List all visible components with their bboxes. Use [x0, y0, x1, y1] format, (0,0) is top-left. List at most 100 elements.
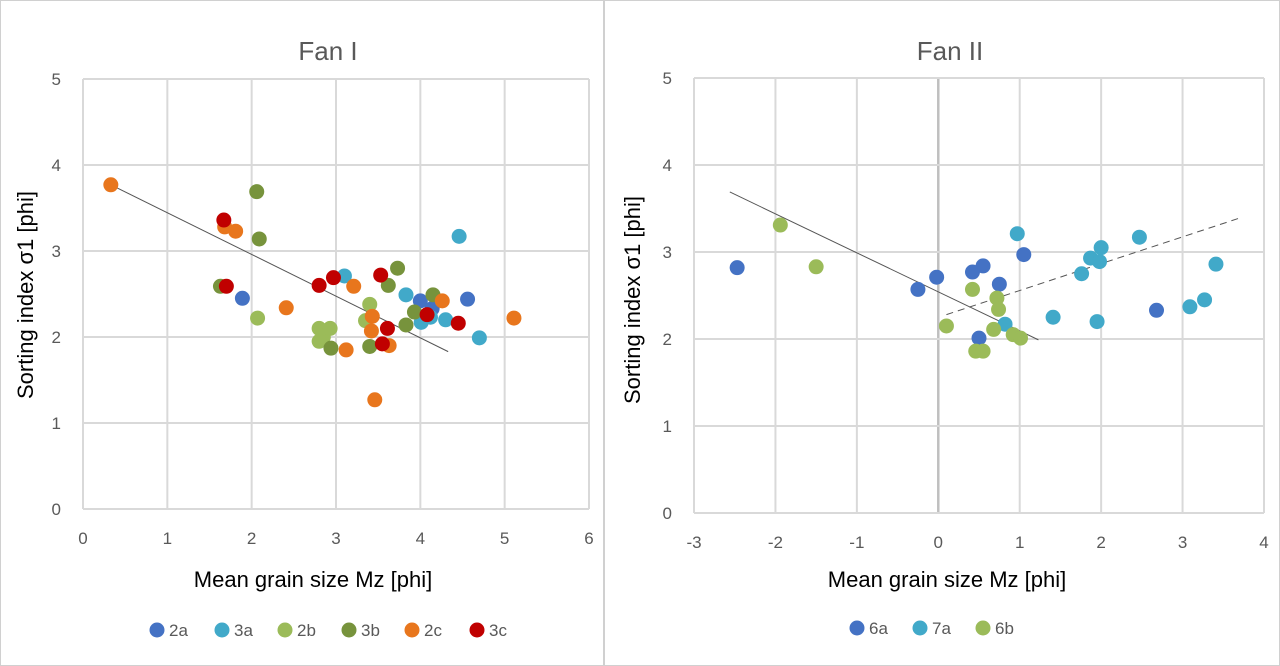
data-point: [986, 321, 1002, 337]
y-tick-label: 5: [663, 69, 672, 88]
data-point: [1016, 247, 1032, 263]
legend-label: 2c: [424, 621, 442, 640]
data-point: [218, 278, 234, 294]
legend-label: 3b: [361, 621, 380, 640]
data-point: [938, 318, 954, 334]
x-tick-label: -3: [686, 533, 701, 552]
y-tick-label: 5: [52, 70, 61, 89]
x-tick-label: 5: [500, 529, 509, 548]
data-point: [216, 212, 232, 228]
data-point: [390, 260, 406, 276]
data-point: [438, 312, 454, 328]
x-tick-label: 1: [163, 529, 172, 548]
data-point: [251, 231, 267, 247]
data-point: [991, 301, 1007, 317]
x-tick-label: 1: [1015, 533, 1024, 552]
x-tick-label: 0: [78, 529, 87, 548]
legend-label: 2a: [169, 621, 188, 640]
x-tick-label: 3: [1178, 533, 1187, 552]
y-tick-label: 4: [663, 156, 672, 175]
gridlines: [693, 77, 1265, 514]
data-point: [322, 320, 338, 336]
data-point: [103, 177, 119, 193]
data-point: [1208, 256, 1224, 272]
data-point: [1182, 299, 1198, 315]
data-point: [808, 259, 824, 275]
data-point: [772, 217, 788, 233]
data-point: [311, 277, 327, 293]
y-tick-label: 1: [52, 414, 61, 433]
legend-item-2a: 2a: [149, 621, 188, 640]
legend-marker: [849, 620, 865, 636]
data-point: [971, 330, 987, 346]
trendline-solid: [729, 191, 1039, 341]
data-point: [1092, 254, 1108, 270]
legend-item-6a: 6a: [849, 619, 888, 638]
legend-marker: [404, 622, 420, 638]
legend-label: 6b: [995, 619, 1014, 638]
data-point: [729, 260, 745, 276]
x-tick-label: -2: [768, 533, 783, 552]
data-point: [228, 223, 244, 239]
data-point: [362, 338, 378, 354]
y-tick-label: 3: [663, 243, 672, 262]
legend-marker: [341, 622, 357, 638]
data-point: [460, 291, 476, 307]
data-point: [451, 228, 467, 244]
data-point: [1131, 229, 1147, 245]
legend-marker: [975, 620, 991, 636]
data-point: [311, 333, 327, 349]
data-point: [1013, 330, 1029, 346]
legend-marker: [214, 622, 230, 638]
data-point: [991, 276, 1007, 292]
x-tick-label: -1: [849, 533, 864, 552]
y-axis-label: Sorting index σ1 [phi]: [13, 191, 38, 399]
series-3c: [216, 212, 466, 352]
x-axis-label: Mean grain size Mz [phi]: [194, 567, 432, 592]
chart-title: Fan I: [298, 36, 357, 66]
data-point: [975, 343, 991, 359]
y-tick-label: 4: [52, 156, 61, 175]
x-axis-label: Mean grain size Mz [phi]: [828, 567, 1066, 592]
data-point: [1074, 266, 1090, 282]
data-point: [419, 307, 435, 323]
data-point: [364, 308, 380, 324]
data-point: [373, 267, 389, 283]
y-tick-label: 0: [663, 504, 672, 523]
series-2b: [250, 296, 378, 349]
legend-item-3a: 3a: [214, 621, 253, 640]
x-tick-label: 2: [247, 529, 256, 548]
x-tick-label: 3: [331, 529, 340, 548]
x-tick-label: 4: [416, 529, 425, 548]
legend-marker: [277, 622, 293, 638]
data-point: [1149, 302, 1165, 318]
data-point: [910, 281, 926, 297]
x-tick-label: 0: [934, 533, 943, 552]
chart-title: Fan II: [917, 36, 983, 66]
data-point: [1045, 309, 1061, 325]
y-tick-label: 2: [663, 330, 672, 349]
legend-label: 2b: [297, 621, 316, 640]
data-point: [325, 270, 341, 286]
y-tick-label: 2: [52, 328, 61, 347]
data-point: [380, 277, 396, 293]
data-point: [1197, 292, 1213, 308]
y-tick-label: 3: [52, 242, 61, 261]
chart-fan-2: Fan II Mean grain size Mz [phi] Sorting …: [620, 36, 1269, 638]
data-point: [1009, 226, 1025, 242]
data-point: [964, 281, 980, 297]
legend-label: 6a: [869, 619, 888, 638]
data-point: [249, 184, 265, 200]
data-point: [338, 342, 354, 358]
series-6b: [772, 217, 1029, 359]
series-6a: [729, 247, 1165, 346]
data-point: [406, 304, 422, 320]
legend-item-2b: 2b: [277, 621, 316, 640]
data-point: [412, 293, 428, 309]
y-tick-label: 0: [52, 500, 61, 519]
legend-item-2c: 2c: [404, 621, 442, 640]
gridlines: [82, 78, 590, 510]
y-tick-label: 1: [663, 417, 672, 436]
